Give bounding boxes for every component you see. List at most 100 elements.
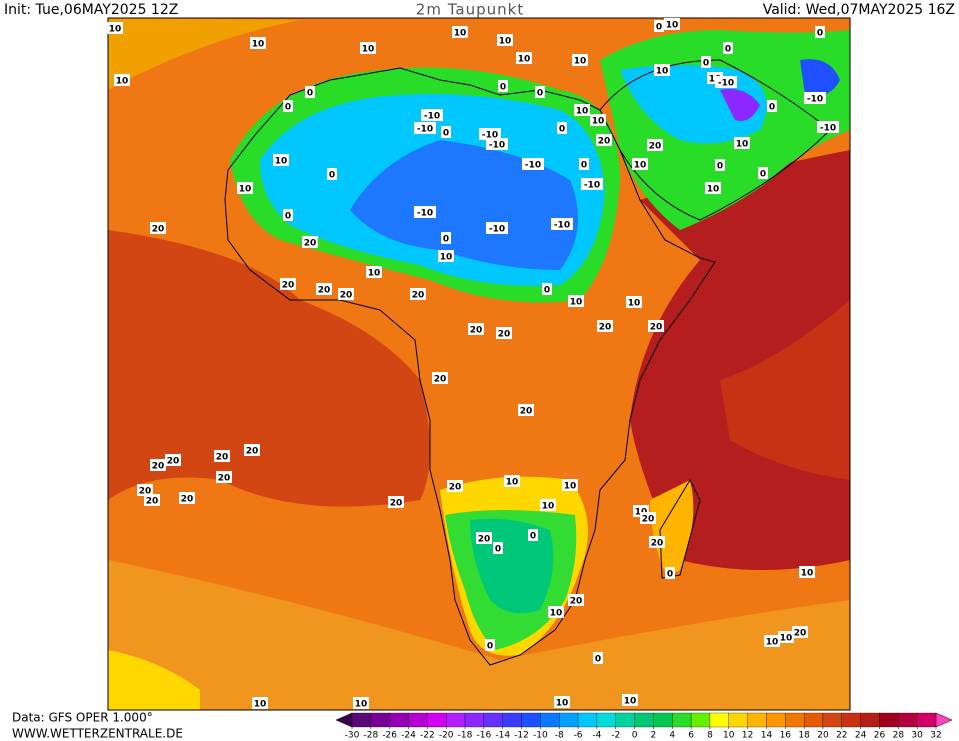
contour-label-box bbox=[715, 76, 737, 88]
contour-label: 0 bbox=[595, 655, 601, 665]
contour-label-box bbox=[366, 266, 382, 278]
contour-label: 0 bbox=[559, 125, 565, 135]
contour-label-box bbox=[137, 484, 153, 496]
contour-label: 0 bbox=[487, 642, 493, 652]
legend-swatch bbox=[728, 712, 748, 728]
legend-swatch bbox=[540, 712, 560, 728]
contour-label-box bbox=[705, 182, 721, 194]
contour-label: 0 bbox=[495, 545, 501, 555]
contour-label: -10 bbox=[718, 79, 734, 89]
contour-label: 10 bbox=[628, 299, 641, 309]
contour-label-box bbox=[486, 222, 508, 234]
map-frame bbox=[107, 17, 851, 711]
contour-label: 10 bbox=[116, 77, 129, 87]
contour-label: 10 bbox=[506, 478, 519, 488]
contour-label: 20 bbox=[181, 495, 194, 505]
contour-label-box bbox=[165, 454, 181, 466]
contour-label-box bbox=[647, 139, 663, 151]
contour-label: 20 bbox=[470, 326, 483, 336]
contour-label: -10 bbox=[482, 131, 498, 141]
contour-label-box bbox=[632, 158, 648, 170]
contour-label: 20 bbox=[478, 535, 491, 545]
contour-label: 10 bbox=[592, 117, 605, 127]
contour-label-box bbox=[665, 567, 675, 579]
legend-label: 12 bbox=[742, 731, 753, 741]
contour-label-box bbox=[447, 480, 463, 492]
legend-label: 10 bbox=[723, 731, 735, 741]
legend-label: -16 bbox=[477, 731, 492, 741]
contour-label: 0 bbox=[703, 59, 709, 69]
contour-label: 10 bbox=[766, 638, 779, 648]
legend-swatch bbox=[370, 712, 390, 728]
contour-label-box bbox=[778, 631, 794, 643]
contour-label-box bbox=[432, 372, 448, 384]
contour-label: 10 bbox=[254, 700, 267, 710]
contour-label-box bbox=[554, 696, 570, 708]
contour-label: -10 bbox=[489, 225, 505, 235]
init-time: Init: Tue,06MAY2025 12Z bbox=[4, 2, 178, 18]
contour-label: 20 bbox=[649, 142, 662, 152]
contour-label-box bbox=[551, 218, 573, 230]
contour-label-box bbox=[516, 52, 532, 64]
contour-label: 20 bbox=[570, 597, 583, 607]
contour-label: 0 bbox=[544, 286, 550, 296]
contour-label: 10 bbox=[780, 634, 793, 644]
contour-label: 10 bbox=[666, 21, 679, 31]
contour-label: 0 bbox=[581, 161, 587, 171]
contour-label: 0 bbox=[717, 162, 723, 172]
contour-label-box bbox=[150, 222, 166, 234]
legend-arrow-high bbox=[935, 712, 953, 728]
contour-label-box bbox=[107, 22, 123, 34]
legend-swatch bbox=[785, 712, 805, 728]
contour-label: 0 bbox=[667, 570, 673, 580]
legend-swatch bbox=[615, 712, 635, 728]
contour-label-box bbox=[410, 288, 426, 300]
contour-label: 20 bbox=[304, 239, 317, 249]
contour-label-box bbox=[764, 635, 780, 647]
legend-label: 22 bbox=[836, 731, 847, 741]
contour-label-box bbox=[273, 154, 289, 166]
legend-swatch bbox=[427, 712, 447, 728]
contour-label-box bbox=[626, 296, 642, 308]
contour-label: 10 bbox=[736, 140, 749, 150]
contour-label-box bbox=[581, 178, 603, 190]
contour-label: 0 bbox=[443, 129, 449, 139]
contour-label-box bbox=[150, 459, 166, 471]
contour-label-box bbox=[597, 320, 613, 332]
contour-label-box bbox=[593, 652, 603, 664]
contour-label: 20 bbox=[282, 281, 295, 291]
contour-label: 10 bbox=[556, 699, 569, 709]
legend-swatch bbox=[898, 712, 918, 728]
contour-label: 0 bbox=[656, 23, 662, 33]
contour-label-box bbox=[360, 42, 376, 54]
contour-label: 0 bbox=[817, 29, 823, 39]
legend-swatch bbox=[860, 712, 880, 728]
contour-label-box bbox=[649, 536, 665, 548]
contour-label-box bbox=[792, 626, 808, 638]
contour-label-box bbox=[353, 697, 369, 709]
contour-label: -10 bbox=[489, 141, 505, 151]
contour-label: 0 bbox=[307, 89, 313, 99]
legend-swatch bbox=[389, 712, 409, 728]
legend-label: 8 bbox=[707, 731, 713, 741]
contour-label-box bbox=[302, 236, 318, 248]
contour-label: -10 bbox=[807, 95, 823, 105]
contour-label-box bbox=[452, 26, 468, 38]
contour-label-box bbox=[528, 529, 538, 541]
contour-label-box bbox=[815, 26, 825, 38]
legend-swatch bbox=[917, 712, 937, 728]
contour-label-box bbox=[622, 694, 638, 706]
legend-label: -14 bbox=[495, 731, 510, 741]
contour-label: 20 bbox=[598, 137, 611, 147]
contour-label-box bbox=[316, 283, 332, 295]
contour-label-box bbox=[144, 494, 160, 506]
contour-label: 10 bbox=[576, 107, 589, 117]
contour-label-box bbox=[486, 138, 508, 150]
contour-label-box bbox=[414, 122, 436, 134]
legend-swatch bbox=[351, 712, 371, 728]
contour-label: 20 bbox=[139, 487, 152, 497]
legend-swatch bbox=[408, 712, 428, 728]
contour-label: 10 bbox=[542, 502, 555, 512]
contour-label: 20 bbox=[340, 291, 353, 301]
